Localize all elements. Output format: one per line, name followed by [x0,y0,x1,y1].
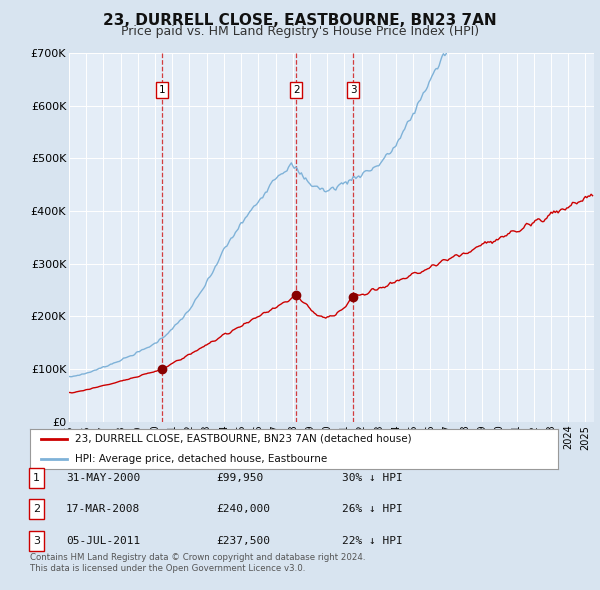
Text: 22% ↓ HPI: 22% ↓ HPI [342,536,403,546]
Text: 26% ↓ HPI: 26% ↓ HPI [342,504,403,514]
Text: 05-JUL-2011: 05-JUL-2011 [66,536,140,546]
Text: 3: 3 [350,85,356,95]
Text: 30% ↓ HPI: 30% ↓ HPI [342,473,403,483]
Text: 23, DURRELL CLOSE, EASTBOURNE, BN23 7AN: 23, DURRELL CLOSE, EASTBOURNE, BN23 7AN [103,13,497,28]
Text: £240,000: £240,000 [216,504,270,514]
Text: 2: 2 [33,504,40,514]
Text: 1: 1 [33,473,40,483]
Text: 23, DURRELL CLOSE, EASTBOURNE, BN23 7AN (detached house): 23, DURRELL CLOSE, EASTBOURNE, BN23 7AN … [75,434,412,444]
Text: £237,500: £237,500 [216,536,270,546]
Text: £99,950: £99,950 [216,473,263,483]
Text: 31-MAY-2000: 31-MAY-2000 [66,473,140,483]
Text: 17-MAR-2008: 17-MAR-2008 [66,504,140,514]
Text: 3: 3 [33,536,40,546]
Text: Contains HM Land Registry data © Crown copyright and database right 2024.
This d: Contains HM Land Registry data © Crown c… [30,553,365,573]
Text: 2: 2 [293,85,299,95]
Text: 1: 1 [159,85,166,95]
Text: Price paid vs. HM Land Registry's House Price Index (HPI): Price paid vs. HM Land Registry's House … [121,25,479,38]
Text: HPI: Average price, detached house, Eastbourne: HPI: Average price, detached house, East… [75,454,327,464]
